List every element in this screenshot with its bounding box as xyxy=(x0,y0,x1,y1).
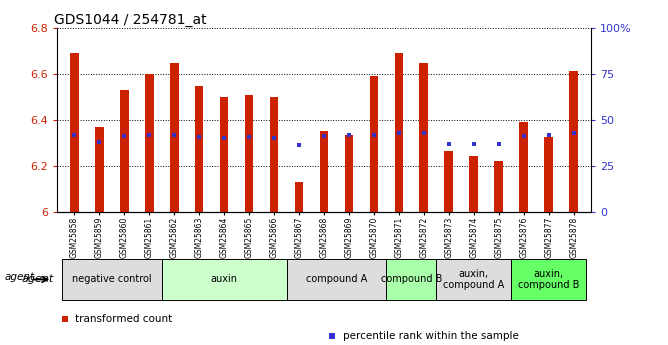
Bar xyxy=(319,131,329,212)
Bar xyxy=(470,156,478,212)
Bar xyxy=(436,259,511,300)
Bar xyxy=(420,63,428,212)
Text: transformed count: transformed count xyxy=(75,314,173,324)
Text: agent: agent xyxy=(21,275,53,284)
Bar xyxy=(162,259,287,300)
Bar xyxy=(170,63,178,212)
Bar xyxy=(494,161,503,212)
Text: agent: agent xyxy=(5,273,35,282)
Bar xyxy=(569,71,578,212)
Bar xyxy=(61,259,162,300)
Text: auxin,
compound A: auxin, compound A xyxy=(443,269,504,290)
Bar xyxy=(544,137,553,212)
Bar xyxy=(520,122,528,212)
Bar xyxy=(386,259,436,300)
Bar xyxy=(369,76,378,212)
Text: compound B: compound B xyxy=(381,275,442,284)
Bar xyxy=(345,135,353,212)
Bar xyxy=(270,97,279,212)
Text: compound A: compound A xyxy=(306,275,367,284)
Bar xyxy=(287,259,386,300)
Bar xyxy=(295,182,303,212)
Text: GDS1044 / 254781_at: GDS1044 / 254781_at xyxy=(54,12,206,27)
Bar xyxy=(195,87,204,212)
Text: auxin,
compound B: auxin, compound B xyxy=(518,269,579,290)
Bar xyxy=(395,53,403,212)
Text: negative control: negative control xyxy=(72,275,152,284)
Text: percentile rank within the sample: percentile rank within the sample xyxy=(343,332,518,341)
Bar xyxy=(220,97,228,212)
Bar xyxy=(145,74,154,212)
Text: auxin: auxin xyxy=(210,275,238,284)
Bar xyxy=(95,127,104,212)
Bar xyxy=(511,259,587,300)
Bar xyxy=(244,95,253,212)
Bar xyxy=(120,90,128,212)
Bar xyxy=(70,53,79,212)
Bar xyxy=(444,151,453,212)
